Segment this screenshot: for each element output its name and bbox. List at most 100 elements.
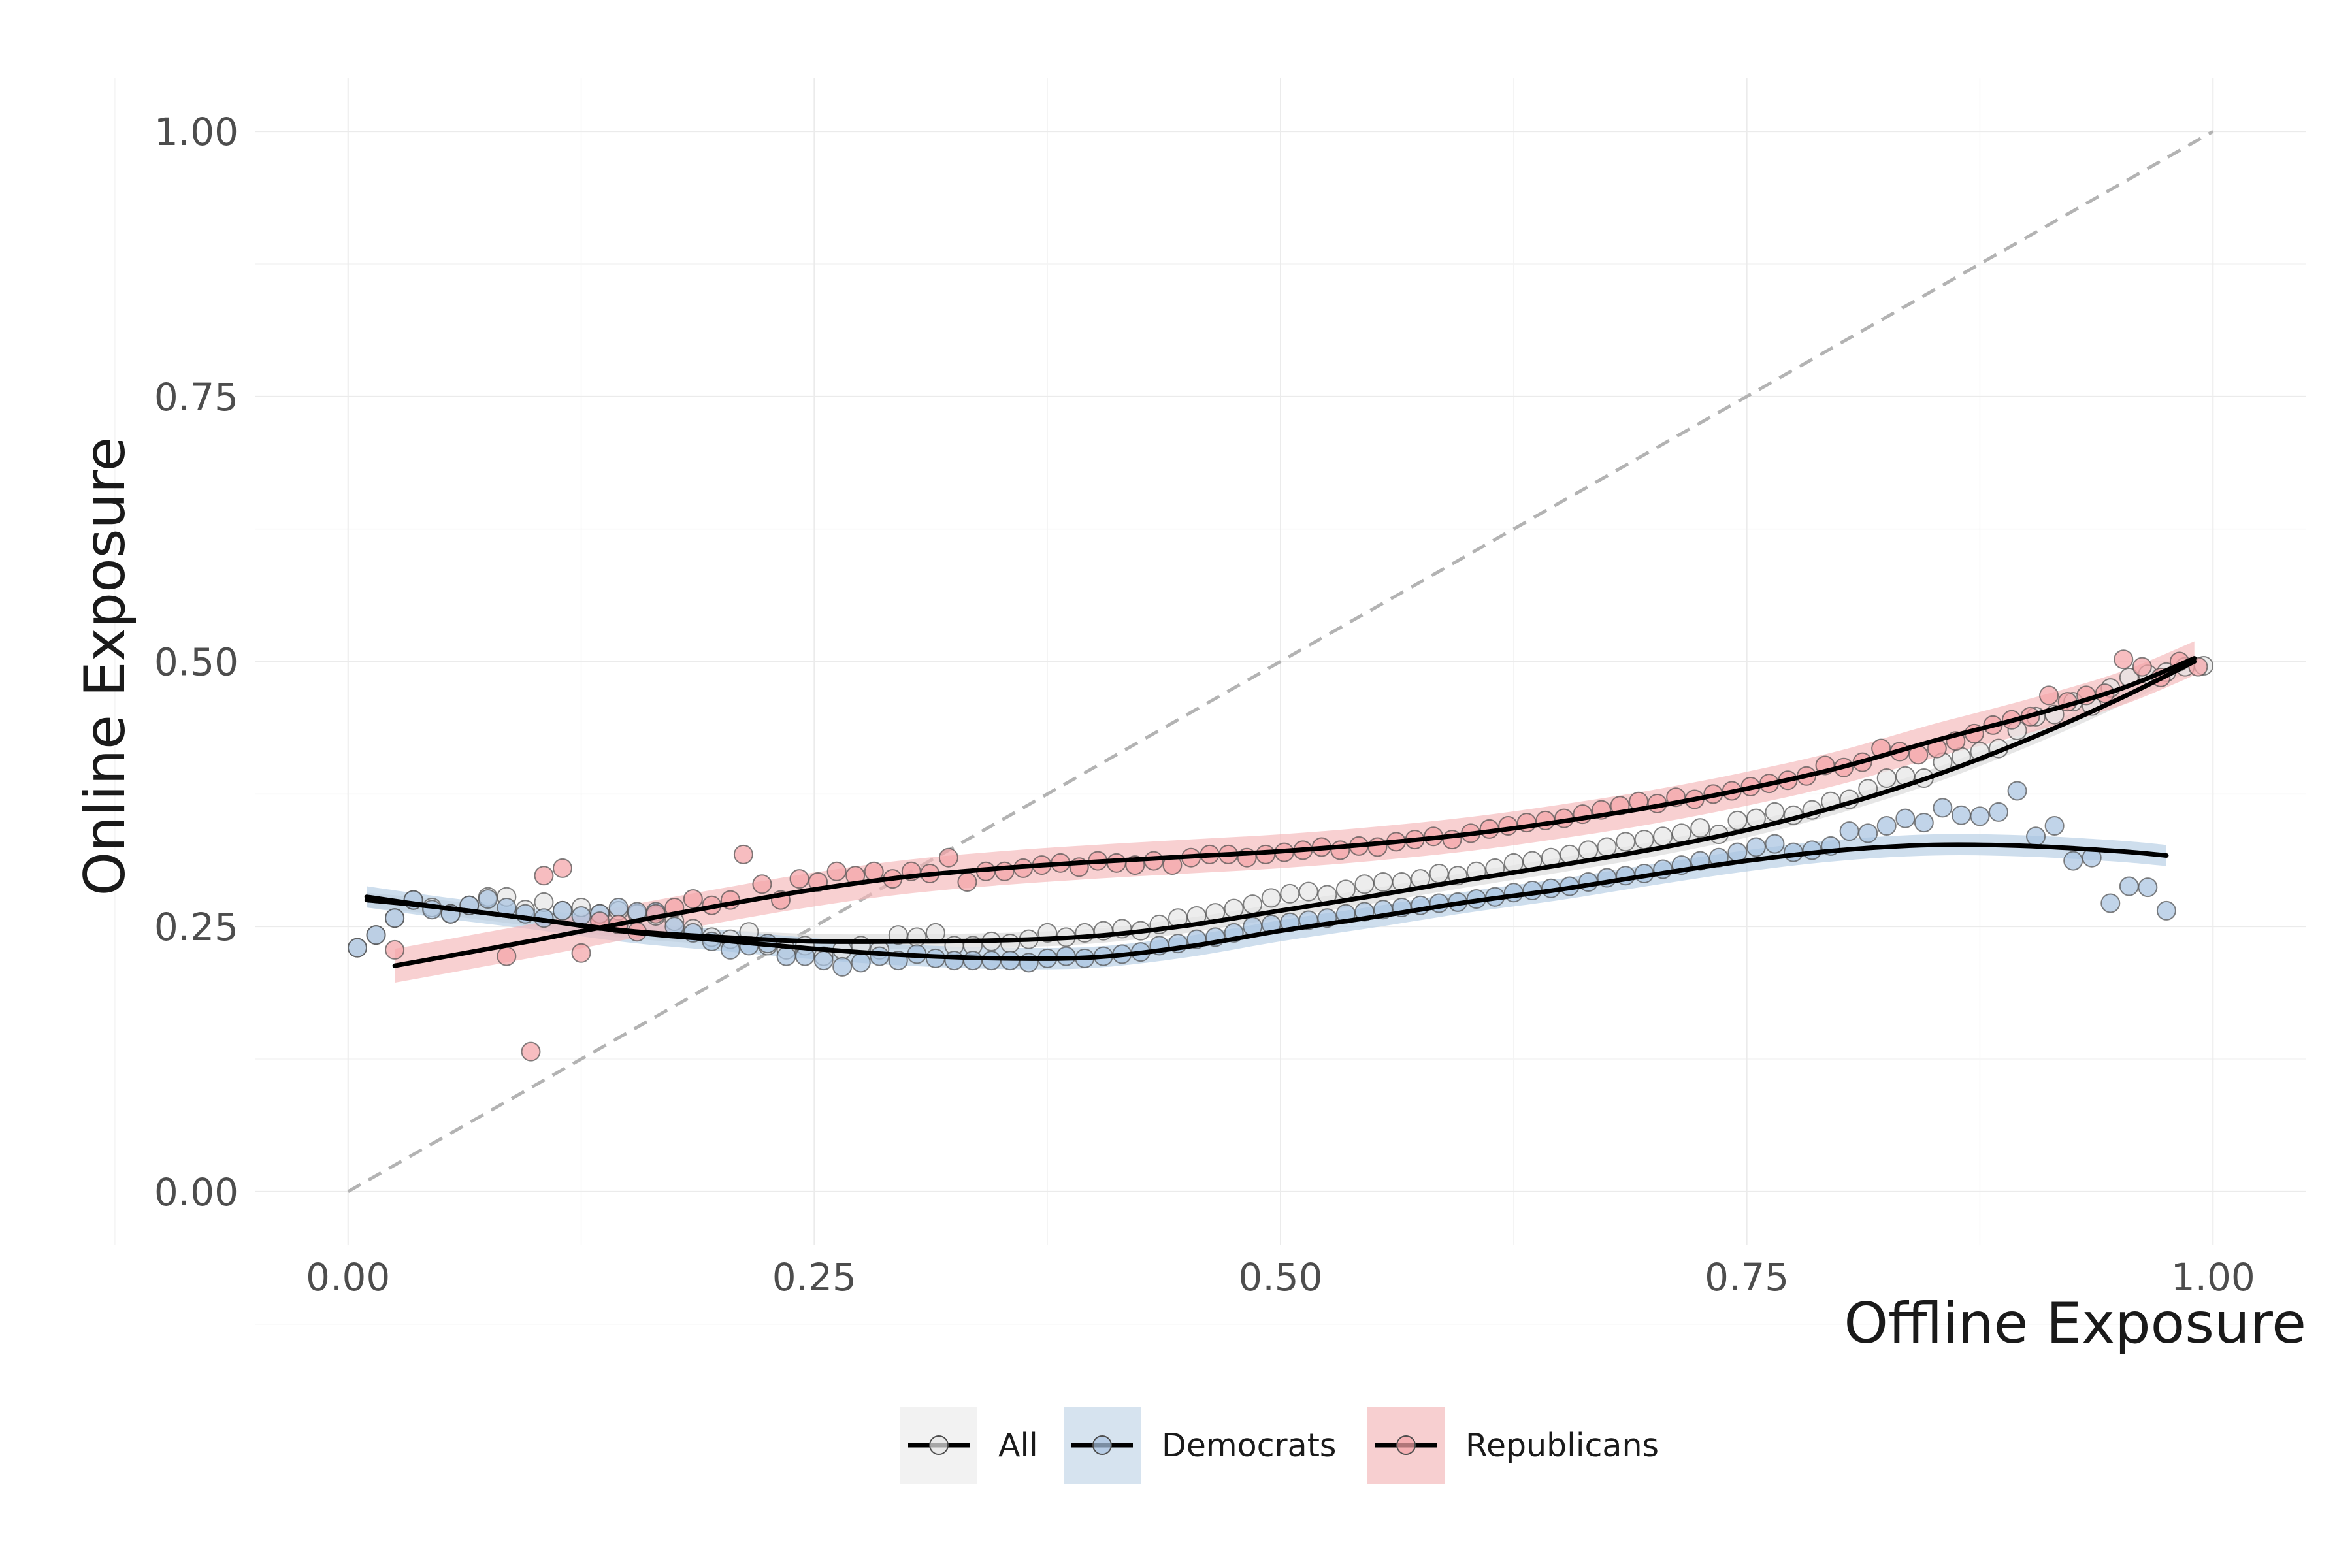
data-point-all — [1578, 840, 1598, 860]
data-point-democrats — [2119, 876, 2139, 896]
data-point-democrats — [2026, 826, 2046, 847]
fit-line-democrats — [364, 842, 2169, 961]
reference-line-layer — [347, 129, 2214, 1194]
legend-label-republicans: Republicans — [1465, 1427, 1659, 1464]
data-point-all — [1690, 818, 1710, 838]
x-tick-label: 0.00 — [306, 1255, 390, 1299]
y-tick-label: 0.25 — [154, 905, 238, 949]
legend-key-marker-all — [929, 1435, 949, 1455]
data-point-all — [1634, 830, 1654, 850]
data-point-republicans — [571, 943, 591, 963]
data-point-democrats — [608, 897, 629, 917]
legend-label-democrats: Democrats — [1162, 1427, 1336, 1464]
data-point-democrats — [944, 951, 964, 971]
data-point-republicans — [957, 872, 977, 892]
x-axis-title: Offline Exposure — [1844, 1291, 2306, 1356]
legend-item-democrats: Democrats — [1064, 1407, 1336, 1484]
data-point-all — [1373, 872, 1393, 892]
data-point-republicans — [752, 874, 772, 894]
data-point-republicans — [1330, 840, 1350, 860]
legend-label-all: All — [998, 1427, 1038, 1464]
data-point-democrats — [1933, 798, 1953, 818]
data-point-all — [1000, 934, 1021, 954]
data-point-democrats — [2156, 900, 2176, 921]
data-point-all — [1429, 864, 1449, 884]
data-point-republicans — [938, 847, 958, 868]
legend-item-republicans: Republicans — [1367, 1407, 1659, 1484]
legend-key-marker-republicans — [1396, 1435, 1416, 1455]
data-point-democrats — [2063, 851, 2083, 871]
data-point-republicans — [789, 869, 809, 889]
x-tick-label: 0.75 — [1705, 1255, 1789, 1299]
data-point-democrats — [1839, 821, 1859, 841]
data-point-democrats — [1951, 805, 1971, 825]
data-point-democrats — [1019, 953, 1039, 973]
data-point-democrats — [2138, 877, 2158, 898]
data-point-republicans — [826, 861, 847, 881]
legend-key-marker-democrats — [1092, 1435, 1112, 1455]
data-point-democrats — [1989, 802, 2008, 822]
x-tick-label: 0.50 — [1238, 1255, 1322, 1299]
fit-line-republicans — [392, 656, 2197, 968]
data-point-democrats — [813, 951, 834, 971]
data-point-republicans — [385, 939, 405, 960]
data-point-democrats — [1727, 842, 1748, 862]
data-point-republicans — [994, 861, 1015, 881]
data-point-all — [1261, 888, 1281, 908]
data-point-republicans — [2114, 649, 2134, 670]
data-point-all — [1876, 768, 1897, 788]
data-point-democrats — [478, 889, 498, 909]
data-point-republicans — [1498, 816, 1518, 836]
legend-item-all: All — [900, 1407, 1038, 1484]
data-point-all — [1280, 883, 1300, 904]
data-point-republicans — [534, 866, 554, 886]
data-point-all — [1597, 837, 1617, 857]
data-point-democrats — [385, 908, 405, 928]
data-point-democrats — [776, 946, 796, 966]
data-point-all — [1653, 826, 1673, 847]
data-point-democrats — [1858, 823, 1878, 843]
y-tick-label: 0.75 — [154, 375, 238, 419]
data-point-republicans — [2039, 685, 2059, 706]
data-point-democrats — [832, 956, 853, 977]
x-tick-label: 0.25 — [772, 1255, 857, 1299]
data-point-republicans — [553, 858, 572, 878]
data-point-all — [1765, 802, 1785, 822]
legend: All Democrats Republicans — [900, 1407, 1659, 1484]
data-point-democrats — [366, 925, 386, 945]
y-tick-label: 0.50 — [154, 640, 238, 685]
y-tick-label: 1.00 — [154, 110, 238, 154]
data-point-all — [1354, 874, 1375, 894]
data-point-republicans — [497, 946, 517, 966]
data-point-all — [1335, 879, 1356, 900]
data-point-democrats — [1914, 813, 1934, 833]
x-tick-label: 1.00 — [2171, 1255, 2255, 1299]
data-point-democrats — [1895, 808, 1916, 828]
data-point-democrats — [1970, 806, 1990, 826]
reference-diagonal-line — [347, 129, 2214, 1194]
data-point-all — [1243, 894, 1263, 915]
data-point-republicans — [2132, 657, 2152, 677]
data-point-democrats — [1746, 837, 1766, 857]
data-point-democrats — [348, 938, 367, 958]
confidence-band-democrats — [367, 834, 2166, 970]
data-point-democrats — [2044, 816, 2065, 836]
fit-lines — [364, 656, 2197, 968]
data-point-democrats — [553, 900, 572, 921]
data-point-democrats — [1876, 816, 1897, 836]
data-point-democrats — [2007, 781, 2027, 801]
data-point-democrats — [963, 951, 983, 971]
y-tick-label: 0.00 — [154, 1170, 238, 1215]
data-point-republicans — [733, 844, 753, 864]
data-point-democrats — [1765, 834, 1785, 854]
data-point-democrats — [851, 953, 871, 973]
data-point-republicans — [683, 889, 703, 909]
data-point-all — [1298, 881, 1318, 902]
tick-labels: 0.00 0.25 0.50 0.75 1.00 0.00 0.25 0.50 0.75 1.00 — [154, 110, 2255, 1299]
data-point-republicans — [521, 1041, 541, 1062]
data-point-all — [1727, 810, 1748, 830]
data-point-all — [1616, 832, 1636, 852]
data-point-all — [1671, 823, 1691, 843]
y-axis-title: Online Exposure — [73, 437, 138, 896]
